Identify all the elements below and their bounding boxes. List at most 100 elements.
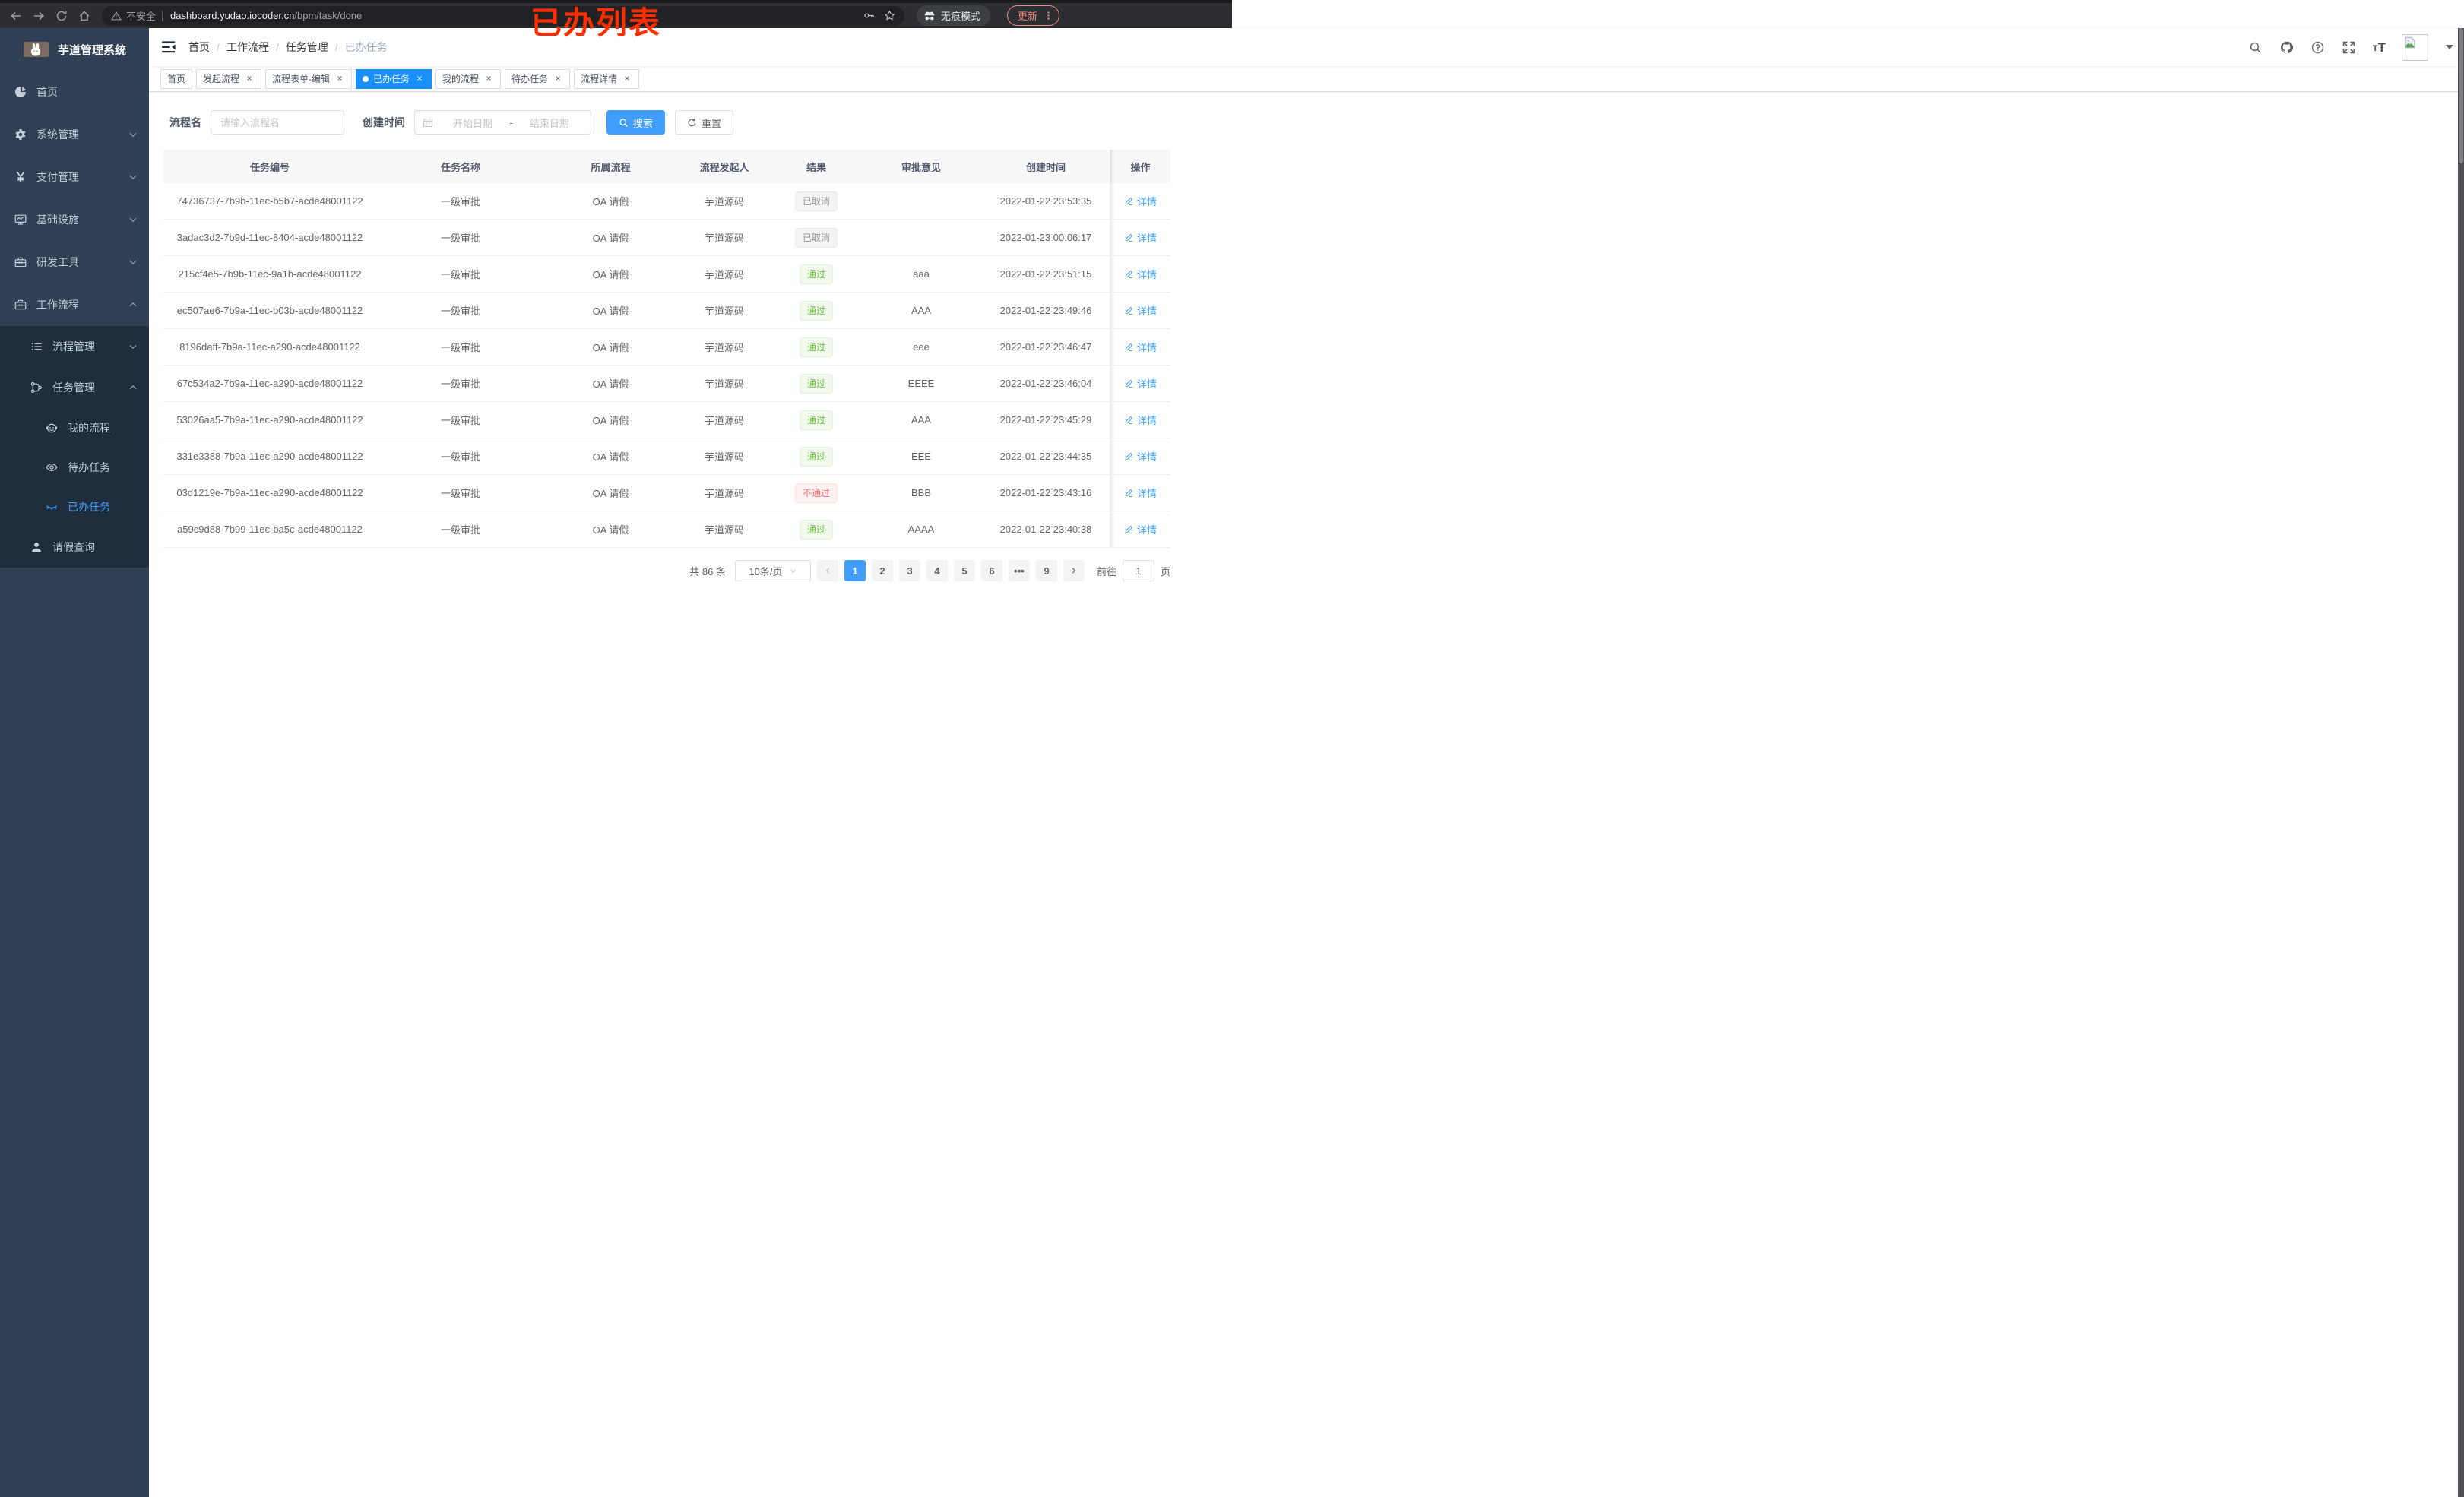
start-date-placeholder[interactable]: 开始日期 (453, 117, 493, 129)
edit-icon (1124, 342, 1137, 352)
detail-link[interactable]: 详情 (1124, 267, 1157, 281)
search-button[interactable]: 搜索 (606, 110, 666, 135)
sidebar-item-label: 基础设施 (36, 214, 79, 226)
task-name-cell: 一级审批 (440, 378, 480, 390)
sidebar-item-首页[interactable]: 首页 (0, 71, 149, 113)
app-logo[interactable]: 芋道管理系统 (0, 28, 149, 71)
browser-forward-button[interactable] (29, 6, 49, 26)
browser-menu-kebab-icon[interactable] (1044, 11, 1053, 21)
tab-close-icon[interactable]: × (624, 72, 630, 84)
sidebar-item-待办任务[interactable]: 待办任务 (0, 448, 149, 487)
detail-link-label: 详情 (1136, 196, 1157, 207)
edit-icon (1124, 233, 1137, 242)
create-time-cell: 2022-01-22 23:40:38 (999, 524, 1092, 535)
security-label[interactable]: 不安全 (126, 11, 157, 22)
sidebar-menu: 首页 系统管理 支付管理基础设施研发工具 工作流程 流程管理 任务管理 我的流程 待办任务 已办… (0, 71, 149, 568)
incognito-icon (923, 10, 936, 22)
action-cell: 详情 (1110, 256, 1170, 292)
avatar[interactable] (2402, 33, 2428, 61)
sidebar-item-请假查询[interactable]: 请假查询 (0, 527, 149, 568)
scrollbar-thumb[interactable] (2459, 28, 2463, 163)
sidebar-item-任务管理[interactable]: 任务管理 (0, 367, 149, 408)
page-button-2[interactable]: 2 (871, 560, 893, 581)
tab-流程详情[interactable]: 流程详情 × (574, 68, 640, 89)
browser-reload-button[interactable] (52, 6, 71, 26)
url-bar[interactable]: 不安全 dashboard.yudao.iocoder.cn /bpm/task… (102, 5, 904, 26)
detail-link[interactable]: 详情 (1124, 486, 1157, 500)
table-row: 331e3388-7b9a-11ec-a290-acde48001122 一级审批… (163, 438, 1170, 475)
detail-link[interactable]: 详情 (1124, 413, 1157, 427)
detail-link[interactable]: 详情 (1124, 230, 1157, 245)
page-size-value: 10条/页 (749, 565, 783, 578)
sidebar-item-研发工具[interactable]: 研发工具 (0, 241, 149, 283)
tab-发起流程[interactable]: 发起流程 × (196, 68, 262, 89)
date-range-picker[interactable]: 开始日期 - 结束日期 (414, 110, 591, 135)
sidebar-item-支付管理[interactable]: 支付管理 (0, 156, 149, 198)
sidebar-item-工作流程[interactable]: 工作流程 (0, 283, 149, 326)
result-badge: 通过 (799, 519, 833, 540)
detail-link[interactable]: 详情 (1124, 340, 1157, 354)
pagination-more-button[interactable]: ••• (1008, 560, 1030, 581)
tab-流程表单-编辑[interactable]: 流程表单-编辑 × (265, 68, 353, 89)
page-size-select[interactable]: 10条/页 (734, 560, 811, 581)
tab-close-icon[interactable]: × (555, 72, 561, 84)
edit-icon (1124, 305, 1137, 315)
window-top-strip (0, 0, 1232, 3)
help-icon[interactable] (2310, 40, 2326, 55)
action-cell: 详情 (1110, 438, 1170, 474)
tab-待办任务[interactable]: 待办任务 × (505, 68, 571, 89)
process-name-input[interactable] (211, 110, 344, 135)
tab-close-icon[interactable]: × (486, 72, 492, 84)
page-button-1[interactable]: 1 (844, 560, 866, 581)
sidebar-item-基础设施[interactable]: 基础设施 (0, 198, 149, 241)
detail-link[interactable]: 详情 (1124, 522, 1157, 536)
sidebar-collapse-icon[interactable] (161, 40, 178, 55)
breadcrumb-item[interactable]: 首页 (188, 41, 210, 53)
end-date-placeholder[interactable]: 结束日期 (529, 117, 569, 129)
breadcrumb-item[interactable]: 工作流程 (226, 41, 269, 53)
tab-close-icon[interactable]: × (246, 72, 252, 84)
page-button-4[interactable]: 4 (926, 560, 948, 581)
sidebar-item-流程管理[interactable]: 流程管理 (0, 326, 149, 367)
bookmark-star-icon[interactable] (884, 10, 895, 21)
sidebar-item-已办任务[interactable]: 已办任务 (0, 487, 149, 527)
window-scrollbar[interactable] (2458, 28, 2464, 1497)
avatar-caret-icon[interactable] (2446, 45, 2453, 49)
update-button[interactable]: 更新 (1007, 5, 1060, 26)
sidebar-item-系统管理[interactable]: 系统管理 (0, 113, 149, 156)
tab-我的流程[interactable]: 我的流程 × (435, 68, 502, 89)
goto-page-input[interactable] (1122, 560, 1154, 581)
detail-link[interactable]: 详情 (1124, 449, 1157, 464)
tab-close-icon[interactable]: × (416, 72, 423, 84)
search-icon[interactable] (2248, 40, 2263, 55)
tab-已办任务[interactable]: 已办任务 × (356, 68, 432, 89)
toolbox-icon (14, 299, 27, 311)
sidebar-item-我的流程[interactable]: 我的流程 (0, 408, 149, 448)
page-button-5[interactable]: 5 (953, 560, 975, 581)
next-page-button[interactable] (1063, 560, 1085, 581)
chevron-down-icon (128, 257, 138, 267)
create-time-cell: 2022-01-22 23:45:29 (999, 414, 1092, 426)
browser-back-button[interactable] (6, 6, 26, 26)
page-button-6[interactable]: 6 (980, 560, 1002, 581)
tab-close-icon[interactable]: × (337, 72, 343, 84)
page-button-3[interactable]: 3 (898, 560, 920, 581)
password-key-icon[interactable] (863, 10, 875, 21)
tab-首页[interactable]: 首页 (160, 68, 193, 89)
browser-home-button[interactable] (74, 6, 94, 26)
fullscreen-icon[interactable] (2342, 40, 2357, 55)
github-icon[interactable] (2279, 40, 2295, 55)
detail-link[interactable]: 详情 (1124, 303, 1157, 318)
chevron-up-icon (128, 382, 138, 393)
starter-cell: 芋道源码 (704, 415, 744, 426)
detail-link[interactable]: 详情 (1124, 376, 1157, 391)
dashboard-icon (14, 86, 27, 98)
detail-link[interactable]: 详情 (1124, 194, 1157, 208)
prev-page-button[interactable] (816, 560, 838, 581)
breadcrumb-item: 已办任务 (344, 41, 388, 53)
breadcrumb-item[interactable]: 任务管理 (285, 41, 328, 53)
create-time-cell: 2022-01-22 23:53:35 (999, 195, 1092, 207)
page-button-9[interactable]: 9 (1035, 560, 1057, 581)
reset-button[interactable]: 重置 (675, 110, 734, 135)
